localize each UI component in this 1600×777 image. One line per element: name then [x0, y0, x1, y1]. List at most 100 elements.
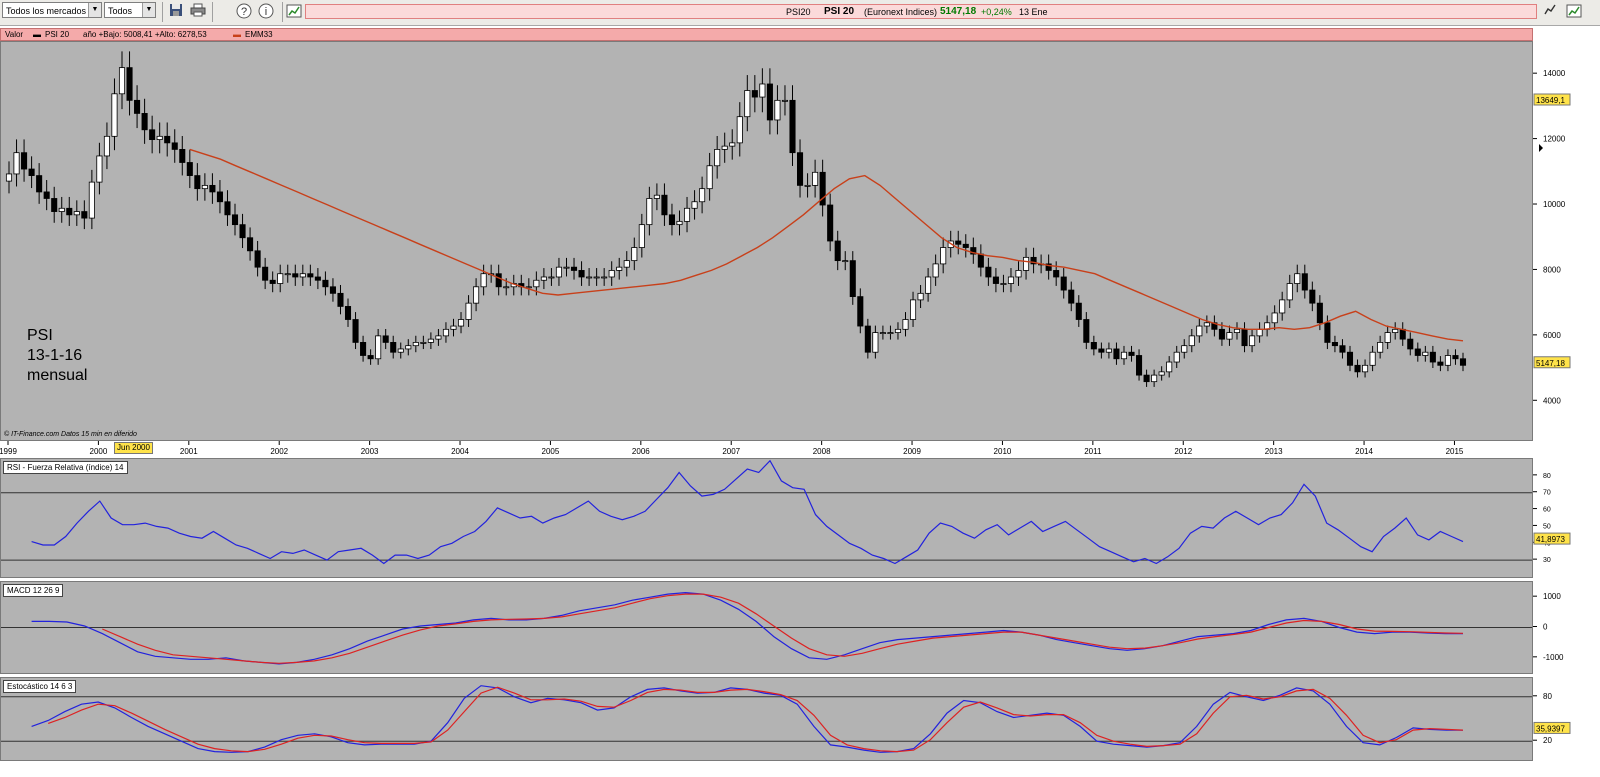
candle-body: [955, 240, 962, 245]
market-select[interactable]: Todos los mercados ▼: [2, 2, 102, 18]
candle-body: [1136, 355, 1143, 376]
candle-body: [525, 286, 532, 289]
candle-body: [593, 276, 600, 279]
candle-body: [721, 145, 728, 150]
candle-body: [254, 250, 261, 268]
candle-body: [382, 335, 389, 343]
candle-body: [827, 204, 834, 242]
candle-body: [586, 276, 593, 279]
candle-body: [314, 276, 321, 281]
stoch-value-label: 35,9397: [1536, 724, 1565, 733]
candle-body: [676, 220, 683, 226]
chart-window-icon[interactable]: [1565, 3, 1583, 21]
candle-body: [1196, 325, 1203, 337]
candle-body: [1120, 351, 1128, 360]
y-tick-label: 10000: [1543, 200, 1566, 209]
x-tick-label: 2005: [542, 447, 560, 456]
candle-body: [812, 171, 819, 186]
candle-body: [563, 266, 570, 269]
rsi-y-tick-label: 70: [1543, 490, 1551, 497]
candle-body: [337, 292, 344, 307]
candle-body: [548, 276, 555, 279]
print-icon[interactable]: [189, 3, 207, 21]
candle-body: [1429, 351, 1436, 363]
candle-body: [1143, 374, 1150, 383]
info-icon[interactable]: i: [257, 3, 275, 21]
ticker-code: PSI20: [786, 7, 811, 17]
x-tick-label: 2013: [1265, 447, 1283, 456]
x-tick-label: 2001: [180, 447, 198, 456]
candle-body: [1241, 328, 1248, 347]
candle-body: [201, 184, 208, 190]
macd-title: MACD 12 26 9: [3, 584, 64, 597]
x-tick-label: 2002: [270, 447, 288, 456]
candle-body: [1188, 335, 1195, 347]
macd-chart: [1, 591, 1532, 665]
candle-body: [1023, 256, 1030, 271]
candle-body: [495, 273, 502, 288]
candle-body: [804, 184, 811, 187]
candle-body: [1414, 348, 1421, 356]
candle-body: [149, 129, 156, 140]
candle-body: [1346, 351, 1354, 366]
candle-body: [1294, 273, 1301, 284]
candle-body: [1098, 348, 1105, 353]
candle-body: [1053, 270, 1060, 278]
rsi-value-label: 41,8973: [1536, 535, 1565, 544]
candle-body: [209, 184, 216, 193]
candle-body: [269, 279, 276, 284]
candle-body: [533, 279, 540, 288]
candle-body: [1060, 276, 1067, 291]
candle-body: [262, 266, 269, 281]
svg-text:?: ?: [241, 6, 247, 18]
x-tick-label: 2006: [632, 447, 650, 456]
candle-body: [631, 247, 638, 262]
macd-panel: MACD 12 26 9: [0, 581, 1533, 674]
candle-body: [932, 263, 939, 278]
candle-body: [1399, 328, 1406, 340]
candle-body: [96, 155, 103, 183]
y-tick-label: 14000: [1543, 69, 1566, 78]
candle-body: [879, 332, 886, 334]
candle-body: [714, 149, 721, 167]
stoch-title: Estocástico 14 6 3: [3, 680, 77, 693]
candle-body: [872, 332, 879, 353]
candle-body: [186, 162, 193, 176]
minimize-icon[interactable]: [1541, 3, 1559, 21]
candle-body: [623, 260, 630, 268]
candle-body: [375, 335, 382, 360]
stoch-d-line: [48, 686, 1464, 753]
rsi-panel: RSI - Fuerza Relativa (índice) 14: [0, 458, 1533, 578]
candle-body: [216, 191, 223, 203]
candle-body: [1015, 270, 1022, 278]
candle-body: [751, 90, 758, 98]
save-icon[interactable]: [167, 3, 185, 21]
price-panel: PSI 13-1-16 mensual © IT-Finance.com Dat…: [0, 41, 1533, 441]
candle-body: [1113, 348, 1120, 360]
candle-body: [503, 286, 510, 289]
rsi-line: [31, 459, 1464, 565]
candle-body: [555, 266, 562, 278]
candle-body: [608, 270, 615, 278]
candle-body: [887, 332, 894, 334]
candle-body: [834, 240, 841, 262]
x-tick-label: 2011: [1084, 447, 1102, 456]
rsi-y-tick-label: 60: [1543, 507, 1551, 514]
y-tick-label: 4000: [1543, 396, 1561, 405]
x-tick-label: 2008: [813, 447, 831, 456]
x-tick-label: 2014: [1355, 447, 1373, 456]
stoch-chart: [1, 685, 1532, 753]
candle-body: [706, 165, 713, 190]
x-tick-label: 2010: [994, 447, 1012, 456]
filter-select[interactable]: Todos ▼: [104, 2, 156, 18]
chart-add-icon[interactable]: [285, 3, 303, 21]
candle-body: [1309, 289, 1316, 304]
candle-body: [1151, 374, 1158, 383]
candle-body: [653, 194, 660, 199]
ticker-price: 5147,18: [940, 6, 977, 17]
candle-body: [736, 116, 743, 144]
help-icon[interactable]: ?: [235, 3, 253, 21]
candle-body: [977, 253, 984, 268]
candle-body: [1128, 351, 1135, 356]
candle-body: [450, 325, 457, 330]
